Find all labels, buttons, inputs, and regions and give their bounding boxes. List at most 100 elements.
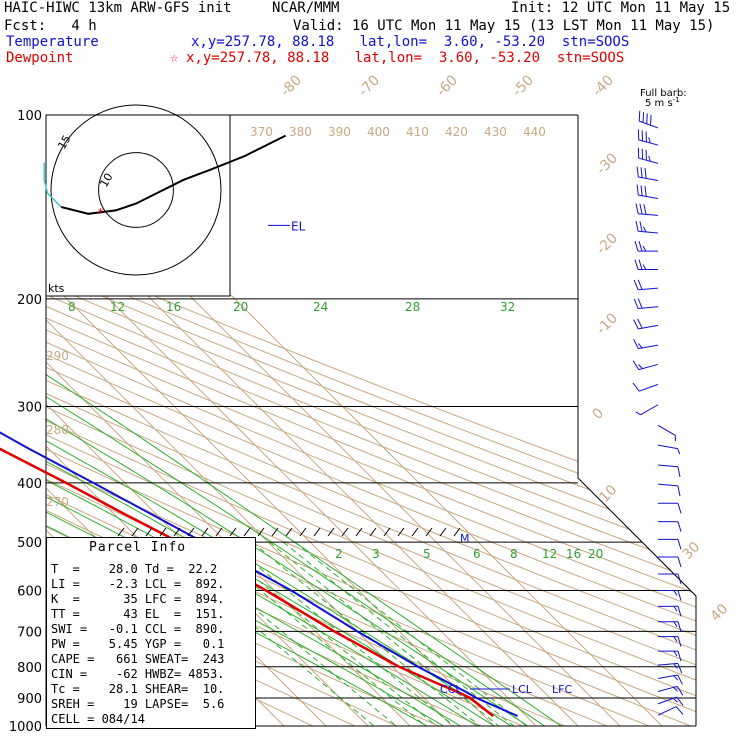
wind-barb-flag — [637, 318, 643, 329]
barb-legend-unit: -1 — [673, 96, 680, 104]
dry-adiabat-line — [46, 115, 696, 726]
wind-barb-flag — [677, 448, 681, 455]
isotherm-label: -30 — [594, 150, 621, 177]
dewpoint-label: Dewpoint — [6, 50, 74, 66]
hatch-mark — [453, 527, 461, 537]
wind-barb-flag — [638, 343, 643, 349]
wind-barb-flag — [677, 590, 682, 601]
right-axis-line — [577, 115, 697, 726]
mixing-ratio-label: 12 — [542, 547, 557, 561]
wind-barb-flag — [673, 606, 678, 612]
hatch-mark — [313, 527, 321, 537]
wind-barb-staff — [657, 696, 677, 705]
wind-barb-flag — [677, 521, 682, 532]
wind-barb-flag — [633, 298, 639, 309]
wind-barb-flag — [646, 113, 648, 124]
hatch-mark — [411, 527, 419, 537]
pressure-tick-label: 500 — [17, 536, 42, 551]
wind-barb-flag — [677, 466, 681, 478]
theta-label: 420 — [445, 125, 468, 139]
wind-barb-flag — [677, 539, 682, 550]
wind-barb — [635, 404, 659, 416]
melting-level-label: M — [460, 532, 470, 545]
wind-barb — [657, 538, 682, 550]
hatch-mark — [229, 527, 237, 537]
hatch-mark — [341, 527, 349, 537]
lcl-label: LCL — [512, 683, 533, 696]
isotherm-label: -60 — [434, 72, 461, 99]
wind-barb-staff — [657, 674, 678, 679]
wind-barb-flag — [642, 264, 647, 270]
wind-barb-flag — [640, 185, 643, 196]
wind-barb-flag — [677, 606, 682, 617]
wind-barb — [657, 605, 682, 617]
isotherm-label: -40 — [590, 72, 617, 99]
wind-barb-flag — [673, 663, 678, 669]
hatch-mark — [425, 527, 433, 537]
wind-barb-flag — [673, 675, 678, 681]
wind-barb-flag — [636, 166, 639, 178]
wind-barb-flag — [635, 220, 639, 232]
wind-barb-staff — [639, 120, 659, 129]
wind-barb-flag — [644, 186, 647, 197]
wind-barb-flag — [633, 338, 639, 349]
pressure-tick-label: 300 — [17, 401, 42, 416]
dry-adiabat-line — [46, 115, 696, 726]
wind-barb-flag — [643, 226, 647, 233]
hodograph-units-label: kts — [48, 282, 65, 295]
wind-barb — [657, 621, 682, 632]
wind-barb — [633, 318, 659, 330]
wind-barb-flag — [677, 674, 683, 685]
hodograph-ring-label: 15 — [55, 133, 73, 152]
theta-label: 270 — [46, 495, 69, 509]
wind-barb — [657, 483, 681, 497]
wind-barb-staff — [638, 194, 659, 200]
parcel-row: PW = 5.45 YGP = 0.1 — [51, 637, 225, 651]
parcel-info-title: Parcel Info — [89, 540, 187, 555]
moist-adiabat-label: 32 — [500, 300, 515, 314]
hatch-mark — [383, 527, 391, 537]
theta-label: 370 — [250, 125, 273, 139]
hodograph-ring-outer — [50, 104, 222, 276]
wind-barb-staff — [639, 383, 659, 392]
wind-barb-flag — [632, 382, 640, 392]
wind-barb — [632, 360, 659, 371]
wind-barb-flag — [634, 259, 639, 270]
wind-barb-flag — [677, 556, 682, 568]
theta-label: 410 — [406, 125, 429, 139]
hodograph: 10 15 kts * — [43, 104, 287, 297]
wind-barb-staff — [638, 324, 659, 330]
wind-barb-flag — [677, 503, 682, 514]
wind-barb-flag — [643, 204, 647, 215]
wind-barb-flag — [633, 319, 639, 330]
wind-barb-flag — [673, 636, 678, 642]
hatch-mark — [145, 527, 153, 537]
wind-barb-flag — [648, 155, 651, 162]
wind-barb-flag — [640, 167, 643, 178]
theta-label: 280 — [46, 423, 69, 437]
el-label: EL — [291, 219, 306, 233]
wind-barb-flag — [676, 696, 684, 706]
wind-barb-flag — [677, 650, 682, 662]
wind-barb — [633, 279, 659, 291]
wind-barb-flag — [673, 650, 678, 657]
wind-barb-flag — [638, 259, 643, 270]
mixing-ratio-label: 6 — [473, 547, 481, 561]
wind-barb — [657, 706, 684, 716]
parcel-info-panel: Parcel Info T = 28.0 Td = 22.2 LI = -2.3… — [46, 537, 256, 729]
model-title: HAIC-HIWC 13km ARW-GFS init — [4, 0, 232, 16]
dry-adiabat-line — [46, 115, 696, 726]
pressure-tick-label: 700 — [17, 625, 42, 640]
isotherm-label: -70 — [356, 72, 383, 99]
dry-adiabat-line — [46, 115, 696, 726]
wind-barb-flag — [673, 590, 678, 596]
mixing-ratio-label: 20 — [588, 547, 603, 561]
wind-barb-staff — [638, 176, 659, 181]
moist-adiabat-label: 12 — [110, 300, 125, 314]
wind-barb — [637, 129, 659, 146]
dry-adiabat-line — [46, 115, 696, 726]
wind-barb — [657, 589, 682, 601]
theta-label: 290 — [46, 349, 69, 363]
wind-barbs — [632, 110, 684, 716]
